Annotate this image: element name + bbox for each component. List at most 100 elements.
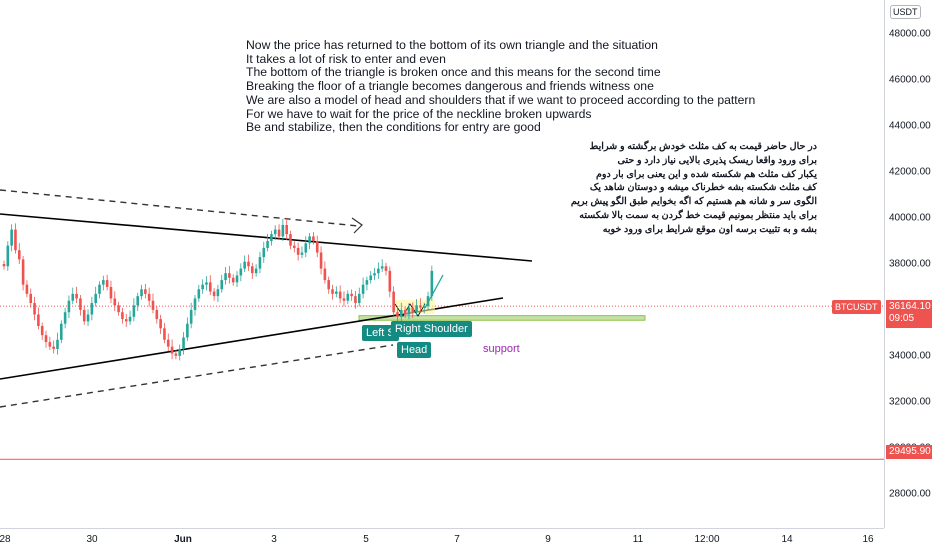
candle-body [33, 303, 36, 315]
y-tick-label: 40000.00 [889, 212, 931, 224]
y-tick-label: 42000.00 [889, 166, 931, 178]
candle-body [52, 346, 55, 349]
candle-body [312, 236, 315, 242]
candle-body [121, 312, 124, 320]
x-tick-label: 16 [862, 534, 874, 545]
candle-body [419, 305, 422, 308]
candle-body [44, 335, 48, 343]
x-tick-label: 5 [363, 534, 369, 545]
candle-body [124, 319, 128, 322]
candle-body [315, 241, 319, 253]
candle-body [140, 289, 143, 297]
x-tick-label: 11 [632, 534, 644, 545]
head-label: Head [397, 342, 432, 358]
candle-body [388, 270, 392, 292]
candle-body [98, 284, 101, 294]
candle-body [319, 252, 323, 269]
y-tick-label: 32000.00 [889, 396, 931, 408]
candle-body [170, 346, 174, 354]
candle-body [86, 314, 90, 322]
candle-body [243, 261, 246, 269]
y-tick-label: 34000.00 [889, 350, 931, 362]
candle-body [289, 234, 292, 246]
candle-body [21, 259, 25, 285]
currency-badge[interactable]: USDT [890, 5, 921, 19]
candle-body [205, 282, 208, 285]
y-tick-label: 44000.00 [889, 120, 931, 132]
candle-body [2, 264, 6, 267]
support-zone [358, 315, 646, 321]
candle-body [384, 266, 388, 271]
candle-body [258, 257, 262, 269]
current-price-value: 36164.10 [889, 301, 931, 312]
candle-body [323, 268, 327, 281]
candle-body [174, 353, 178, 356]
candle-body [281, 224, 285, 237]
candle-body [216, 289, 220, 297]
candle-body [285, 224, 288, 235]
candle-body [136, 296, 139, 306]
candle-body [251, 266, 254, 274]
candle-body [335, 291, 338, 294]
chart-area[interactable] [0, 0, 884, 528]
y-tick-label: 38000.00 [889, 258, 931, 270]
right-shoulder-label: Right Shoulder [391, 321, 472, 337]
candle-body [273, 229, 277, 235]
candle-body [48, 342, 52, 347]
candle-body [346, 293, 350, 301]
candle-body [296, 247, 300, 255]
candle-body [109, 286, 113, 299]
candle-body [369, 275, 373, 281]
candle-body [377, 268, 380, 274]
time-axis[interactable]: 28 30 Jun 3 5 7 9 11 12:00 14 16 [0, 528, 884, 551]
x-tick-label: 7 [454, 534, 460, 545]
x-tick-label: 28 [0, 534, 11, 545]
candle-body [208, 282, 212, 292]
candle-body [239, 268, 243, 276]
price-chart[interactable] [0, 0, 884, 528]
candle-body [82, 309, 86, 322]
candle-body [212, 291, 216, 297]
candle-body [293, 245, 296, 248]
candle-body [407, 307, 411, 315]
candle-body [304, 243, 308, 253]
candle-body [197, 289, 201, 299]
candle-body [132, 305, 136, 317]
candle-body [29, 293, 33, 304]
candle-body [79, 298, 82, 310]
y-tick-label: 48000.00 [889, 28, 931, 40]
candle-body [14, 229, 17, 251]
x-tick-label: 3 [271, 534, 277, 545]
candle-body [40, 325, 44, 336]
candle-body [426, 296, 430, 307]
price-axis[interactable]: 48000.00 46000.00 44000.00 42000.00 40000.00… [884, 0, 932, 528]
candle-body [10, 229, 13, 246]
x-tick-label: 14 [781, 534, 793, 545]
x-tick-label: 9 [545, 534, 551, 545]
annotation-english: Now the price has returned to the bottom… [246, 38, 756, 135]
candle-body [300, 252, 304, 255]
candle-body [342, 298, 346, 301]
candle-body [415, 305, 418, 313]
x-tick-label: 30 [86, 534, 98, 545]
candle-body [128, 316, 132, 322]
candle-body [327, 280, 330, 290]
candle-body [56, 339, 59, 349]
candle-body [163, 328, 166, 340]
x-tick-label: Jun [174, 534, 192, 545]
left-shoulder-label: Left S [362, 325, 399, 341]
candle-body [262, 247, 266, 258]
candle-body [144, 289, 147, 294]
candle-body [354, 296, 357, 304]
candle-body [331, 289, 334, 294]
candle-body [277, 229, 281, 237]
candle-body [75, 293, 78, 299]
dashed-upper-channel [0, 189, 359, 227]
candle-body [6, 245, 10, 267]
y-tick-label: 46000.00 [889, 74, 931, 86]
candle-body [380, 266, 384, 269]
dashed-lower-channel [0, 344, 394, 408]
candle-body [308, 236, 311, 244]
candle-body [113, 298, 117, 306]
candle-body [357, 293, 361, 304]
